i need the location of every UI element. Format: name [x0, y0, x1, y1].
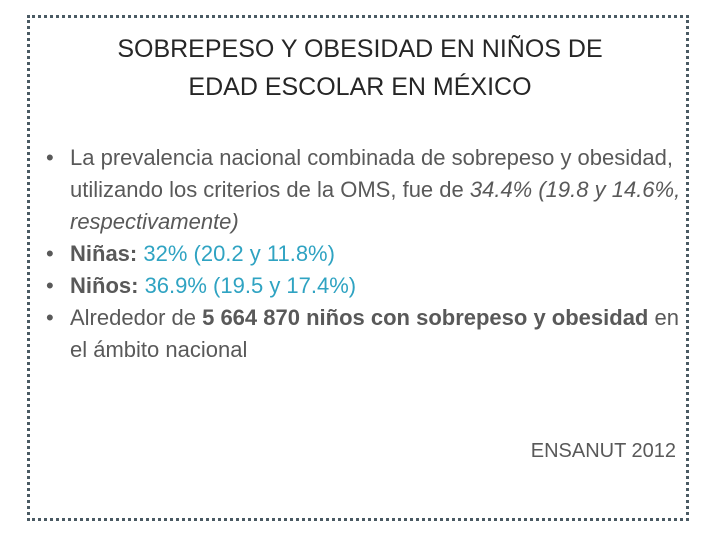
title-line: SOBREPESO Y OBESIDAD EN NIÑOS DE — [117, 35, 603, 63]
bold-text: Niños: — [70, 273, 139, 298]
bullet: La prevalencia nacional combinada de sob… — [46, 142, 686, 238]
text: en el ámbito nacional — [70, 305, 679, 362]
title: SOBREPESO Y OBESIDAD EN NIÑOS DE EDAD ES… — [30, 30, 690, 106]
bullet-list: La prevalencia nacional combinada de sob… — [46, 142, 686, 366]
italic-text: 34.4% (19.8 y 14.6%, respectivamente) — [70, 177, 681, 234]
bullet: Niños: 36.9% (19.5 y 17.4%) — [46, 270, 686, 302]
highlight-text: 36.9% (19.5 y 17.4%) — [138, 273, 357, 298]
bullet: Niñas: 32% (20.2 y 11.8%) — [46, 238, 686, 270]
bullet: Alrededor de 5 664 870 niños con sobrepe… — [46, 302, 686, 366]
dotted-frame — [27, 15, 689, 521]
text: Alrededor de — [70, 305, 203, 330]
title-line: EDAD ESCOLAR EN MÉXICO — [188, 73, 532, 101]
bold-text: 5 664 870 niños con sobrepeso y obesidad — [202, 305, 649, 330]
bold-text: Niñas: — [70, 241, 138, 266]
text: La prevalencia nacional combinada de sob… — [70, 145, 673, 202]
highlight-text: 32% (20.2 y 11.8%) — [137, 241, 335, 266]
source: ENSANUT 2012 — [530, 440, 676, 462]
